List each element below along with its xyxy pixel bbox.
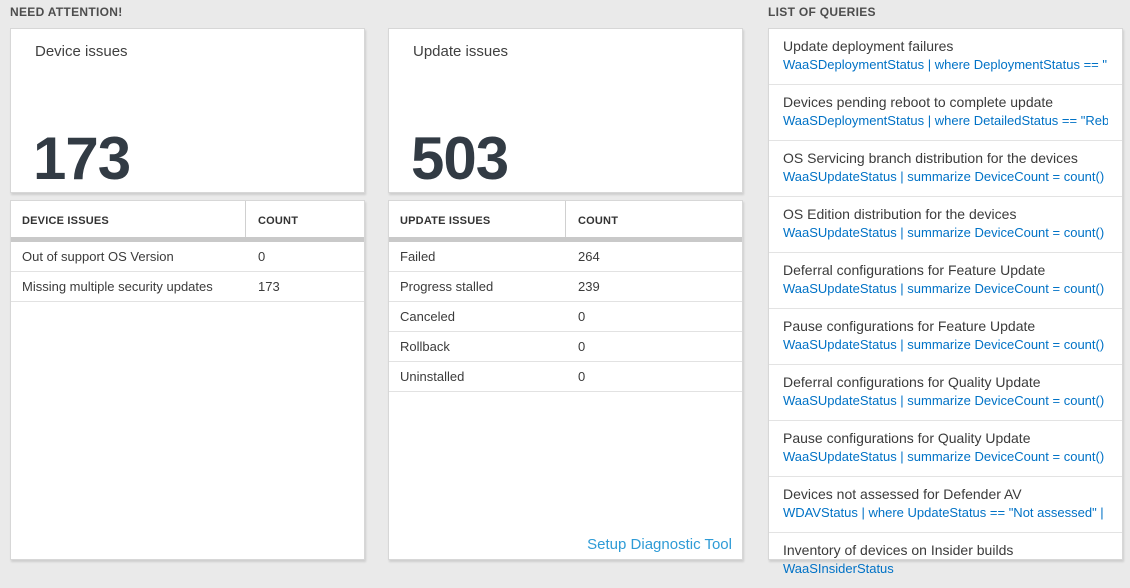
table-row[interactable]: Uninstalled 0	[389, 362, 742, 392]
row-label: Uninstalled	[400, 369, 465, 384]
row-count: 0	[258, 249, 266, 264]
query-text: WaaSDeploymentStatus | where DetailedSta…	[783, 113, 1108, 128]
query-title: Inventory of devices on Insider builds	[783, 542, 1014, 558]
table-row[interactable]: Rollback 0	[389, 332, 742, 362]
row-count: 0	[578, 309, 586, 324]
query-item-insider-builds-inventory[interactable]: Inventory of devices on Insider builds W…	[769, 533, 1122, 588]
query-text: WaaSUpdateStatus | summarize DeviceCount…	[783, 225, 1108, 240]
update-issues-count: 503	[411, 125, 509, 192]
query-item-os-edition-distribution[interactable]: OS Edition distribution for the devices …	[769, 197, 1122, 253]
row-count: 239	[578, 279, 600, 294]
table-header-divider	[389, 237, 742, 242]
query-title: Deferral configurations for Quality Upda…	[783, 374, 1041, 390]
need-attention-header: NEED ATTENTION!	[10, 5, 123, 19]
table-header-divider	[11, 237, 364, 242]
query-item-pause-feature-update[interactable]: Pause configurations for Feature Update …	[769, 309, 1122, 365]
row-count: 264	[578, 249, 600, 264]
query-text: WaaSUpdateStatus | summarize DeviceCount…	[783, 281, 1108, 296]
query-text: WaaSUpdateStatus | summarize DeviceCount…	[783, 393, 1108, 408]
query-title: Pause configurations for Quality Update	[783, 430, 1031, 446]
table-row[interactable]: Out of support OS Version 0	[11, 242, 364, 272]
query-item-deferral-feature-update[interactable]: Deferral configurations for Feature Upda…	[769, 253, 1122, 309]
query-title: Pause configurations for Feature Update	[783, 318, 1036, 334]
row-label: Rollback	[400, 339, 450, 354]
query-item-update-deployment-failures[interactable]: Update deployment failures WaaSDeploymen…	[769, 29, 1122, 85]
table-row[interactable]: Failed 264	[389, 242, 742, 272]
queries-panel: Update deployment failures WaaSDeploymen…	[768, 28, 1123, 576]
query-title: OS Servicing branch distribution for the…	[783, 150, 1078, 166]
query-title: Devices not assessed for Defender AV	[783, 486, 1022, 502]
device-issues-card[interactable]: Device issues 173	[10, 28, 365, 193]
row-label: Out of support OS Version	[22, 249, 174, 264]
row-label: Failed	[400, 249, 436, 264]
query-item-defender-av-not-assessed[interactable]: Devices not assessed for Defender AV WDA…	[769, 477, 1122, 533]
query-text: WaaSDeploymentStatus | where DeploymentS…	[783, 57, 1108, 72]
list-of-queries-header: LIST OF QUERIES	[768, 5, 876, 19]
device-issues-table: DEVICE ISSUES COUNT Out of support OS Ve…	[10, 200, 365, 560]
query-title: Deferral configurations for Feature Upda…	[783, 262, 1046, 278]
update-issues-card[interactable]: Update issues 503	[388, 28, 743, 193]
device-table-col-count: COUNT	[258, 215, 299, 227]
device-table-col-issues: DEVICE ISSUES	[11, 201, 246, 237]
update-issues-table: UPDATE ISSUES COUNT Failed 264 Progress …	[388, 200, 743, 560]
query-item-devices-pending-reboot[interactable]: Devices pending reboot to complete updat…	[769, 85, 1122, 141]
row-count: 173	[258, 279, 280, 294]
table-row[interactable]: Canceled 0	[389, 302, 742, 332]
query-text: WaaSUpdateStatus | summarize DeviceCount…	[783, 337, 1108, 352]
setup-diagnostic-tool-link[interactable]: Setup Diagnostic Tool	[587, 536, 732, 553]
update-issues-title: Update issues	[413, 43, 509, 60]
device-issues-count: 173	[33, 125, 131, 192]
device-issues-title: Device issues	[35, 43, 128, 60]
query-text: WaaSUpdateStatus | summarize DeviceCount…	[783, 169, 1108, 184]
row-label: Progress stalled	[400, 279, 494, 294]
query-text: WDAVStatus | where UpdateStatus == "Not …	[783, 505, 1108, 520]
query-text: WaaSInsiderStatus	[783, 561, 894, 576]
update-table-col-count: COUNT	[578, 215, 619, 227]
query-text: WaaSUpdateStatus | summarize DeviceCount…	[783, 449, 1108, 464]
query-item-os-servicing-branch[interactable]: OS Servicing branch distribution for the…	[769, 141, 1122, 197]
row-label: Canceled	[400, 309, 455, 324]
query-title: Devices pending reboot to complete updat…	[783, 94, 1054, 110]
query-title: Update deployment failures	[783, 38, 954, 54]
row-count: 0	[578, 369, 586, 384]
query-item-pause-quality-update[interactable]: Pause configurations for Quality Update …	[769, 421, 1122, 477]
update-table-header: UPDATE ISSUES COUNT	[389, 201, 742, 237]
row-count: 0	[578, 339, 586, 354]
device-table-header: DEVICE ISSUES COUNT	[11, 201, 364, 237]
query-title: OS Edition distribution for the devices	[783, 206, 1017, 222]
table-row[interactable]: Missing multiple security updates 173	[11, 272, 364, 302]
query-item-deferral-quality-update[interactable]: Deferral configurations for Quality Upda…	[769, 365, 1122, 421]
table-row[interactable]: Progress stalled 239	[389, 272, 742, 302]
row-label: Missing multiple security updates	[22, 279, 213, 294]
update-table-col-issues: UPDATE ISSUES	[389, 201, 566, 237]
